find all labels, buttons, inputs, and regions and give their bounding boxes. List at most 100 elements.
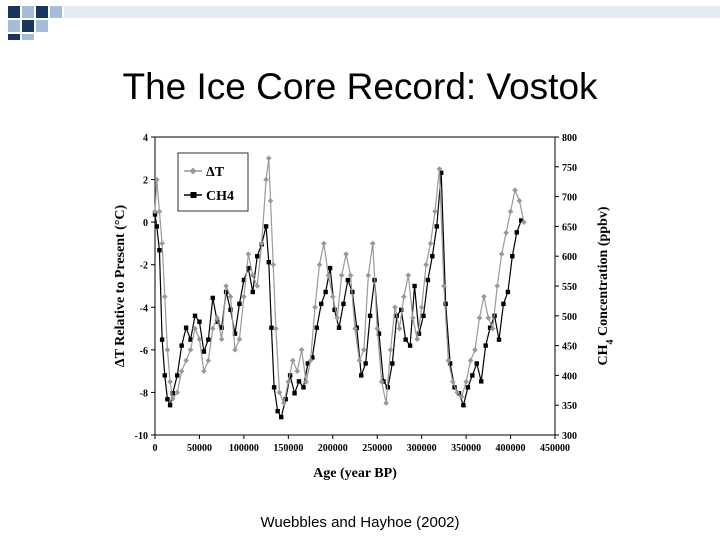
- ch4-point: [292, 391, 297, 396]
- ch4-point: [407, 343, 413, 348]
- y-left-tick-label: 4: [143, 133, 148, 144]
- delta-t-point: [334, 315, 341, 321]
- delta-t-point: [169, 396, 176, 402]
- y-right-tick-label: 650: [562, 222, 577, 233]
- delta-t-point: [227, 293, 234, 300]
- delta-t-point: [507, 208, 514, 215]
- y-right-tick-label: 550: [562, 282, 577, 293]
- delta-t-point: [218, 336, 225, 343]
- delta-t-point: [512, 187, 518, 194]
- ch4-point: [154, 224, 159, 229]
- ch4-point: [263, 224, 269, 229]
- y-right-tick-label: 400: [562, 371, 577, 382]
- delta-t-point: [329, 293, 336, 300]
- delta-t-point: [201, 368, 207, 374]
- decor-square: [22, 6, 34, 18]
- legend-label: CH4: [206, 189, 234, 204]
- ch4-point: [425, 277, 431, 283]
- ch4-point: [412, 283, 417, 289]
- delta-t-point: [472, 347, 478, 353]
- delta-t-point: [303, 378, 309, 385]
- x-tick-label: 50000: [187, 443, 212, 454]
- delta-t-point: [369, 240, 376, 247]
- delta-t-point: [263, 176, 269, 183]
- ch4-point: [519, 218, 524, 223]
- delta-t-point: [183, 357, 189, 364]
- x-tick-label: 200000: [318, 443, 348, 454]
- delta-t-point: [321, 240, 327, 247]
- ch4-point: [266, 259, 271, 265]
- decor-square: [8, 20, 20, 32]
- ch4-point: [430, 254, 435, 259]
- delta-t-point: [454, 389, 461, 396]
- delta-t-point: [392, 304, 398, 311]
- delta-t-point: [427, 240, 434, 247]
- decorative-squares: [8, 6, 720, 40]
- delta-t-point: [347, 272, 354, 279]
- delta-t-point: [164, 347, 171, 353]
- decor-square: [8, 6, 20, 18]
- ch4-point: [210, 295, 215, 301]
- delta-t-point: [312, 304, 318, 311]
- delta-t-point: [258, 240, 265, 247]
- y-right-tick-label: 350: [562, 401, 577, 412]
- ch4-point: [487, 325, 493, 330]
- delta-t-point: [289, 357, 296, 364]
- ch4-point: [421, 313, 426, 318]
- delta-t-point: [267, 198, 274, 204]
- delta-t-point: [156, 208, 163, 215]
- delta-t-point: [467, 357, 474, 364]
- ch4-point: [250, 289, 255, 295]
- delta-t-point: [254, 283, 261, 289]
- delta-t-point: [276, 389, 283, 396]
- y-left-tick-label: 2: [143, 176, 148, 187]
- delta-t-point: [316, 261, 323, 268]
- y-left-tick-label: -6: [140, 346, 148, 357]
- ch4-point: [271, 385, 277, 390]
- ch4-point: [403, 337, 408, 342]
- ch4-point: [470, 373, 475, 378]
- delta-t-point: [338, 272, 345, 279]
- delta-t-point: [325, 272, 332, 279]
- ch4-point: [336, 325, 342, 330]
- ch4-point: [241, 277, 247, 283]
- y-axis-left-label: ΔT Relative to Present (°C): [113, 204, 128, 367]
- y-right-tick-label: 450: [562, 342, 577, 353]
- delta-t-point: [167, 378, 173, 385]
- delta-t-point: [463, 378, 469, 385]
- y-left-tick-label: -10: [135, 431, 148, 442]
- ch4-point: [443, 301, 448, 307]
- delta-t-point: [294, 368, 301, 374]
- ch4-point: [345, 277, 351, 283]
- delta-t-point: [494, 283, 501, 289]
- delta-t-point: [498, 251, 505, 257]
- ch4-point: [483, 343, 488, 348]
- x-tick-label: 100000: [229, 443, 259, 454]
- ch4-point: [474, 361, 479, 366]
- ch4-point: [310, 355, 315, 360]
- delta-t-point: [387, 347, 394, 353]
- delta-t-point: [445, 357, 452, 364]
- ch4-point: [390, 361, 395, 366]
- delta-t-point: [361, 347, 367, 353]
- ch4-point: [496, 337, 502, 342]
- x-tick-label: 300000: [407, 443, 437, 454]
- delta-t-point: [396, 325, 403, 332]
- y-right-tick-label: 800: [562, 133, 577, 144]
- y-left-tick-label: -4: [140, 303, 148, 314]
- ch4-point: [416, 331, 422, 336]
- ch4-point: [399, 307, 404, 313]
- ch4-point: [363, 361, 368, 366]
- ch4-point: [219, 325, 224, 330]
- ch4-point: [152, 212, 158, 217]
- delta-t-point: [161, 293, 168, 300]
- delta-t-point: [223, 283, 229, 289]
- ch4-point: [461, 403, 466, 408]
- ch4-point: [439, 170, 444, 175]
- ch4-point: [434, 224, 439, 229]
- delta-t-point: [414, 336, 421, 343]
- vostok-chart: 0 50000 100000 150000 200000 250000 300000 3500…: [113, 133, 616, 481]
- ch4-point: [359, 373, 364, 378]
- source-credit: Wuebbles and Hayhoe (2002): [260, 514, 460, 531]
- delta-t-point: [281, 400, 287, 406]
